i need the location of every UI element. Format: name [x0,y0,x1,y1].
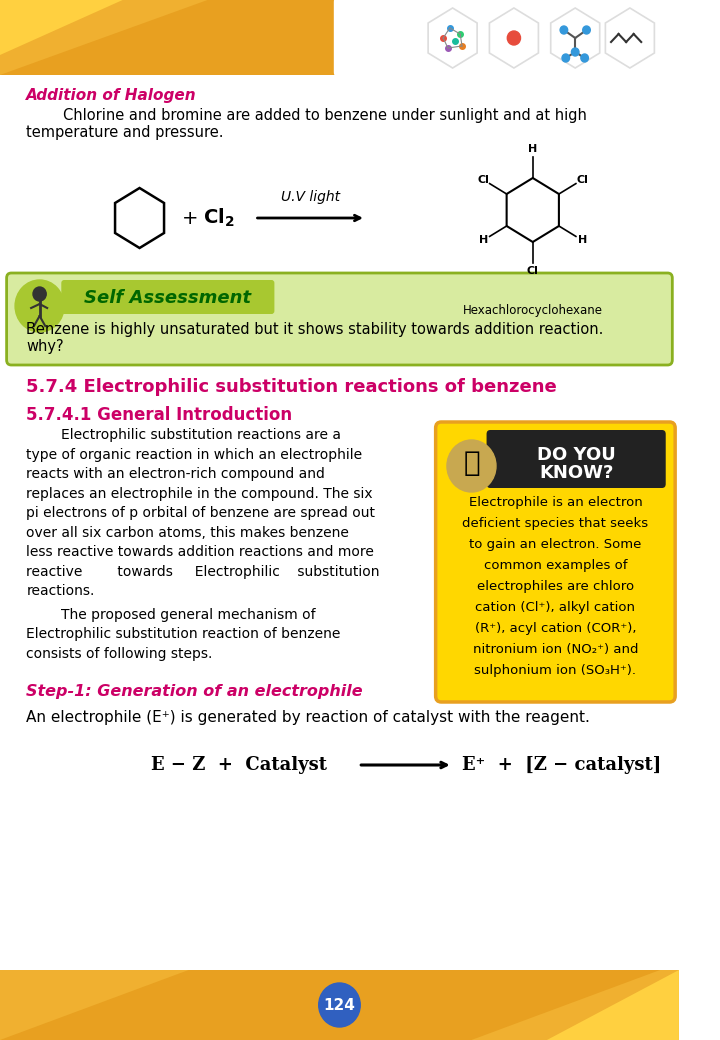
Text: 124: 124 [323,997,356,1013]
Text: Cl: Cl [527,265,539,276]
Polygon shape [0,0,122,55]
Text: reactions.: reactions. [27,584,95,598]
Text: H: H [577,235,587,245]
Text: The proposed general mechanism of: The proposed general mechanism of [27,607,316,622]
Text: deficient species that seeks: deficient species that seeks [462,517,649,530]
Text: (R⁺), acyl cation (COR⁺),: (R⁺), acyl cation (COR⁺), [474,622,636,635]
Text: An electrophile (E⁺) is generated by reaction of catalyst with the reagent.: An electrophile (E⁺) is generated by rea… [27,710,590,725]
Circle shape [562,54,570,62]
Polygon shape [551,8,600,68]
FancyBboxPatch shape [334,0,680,78]
Text: $\mathbf{Cl_2}$: $\mathbf{Cl_2}$ [203,207,234,229]
Polygon shape [0,970,679,1040]
Polygon shape [490,8,539,68]
Text: nitronium ion (NO₂⁺) and: nitronium ion (NO₂⁺) and [472,643,638,656]
FancyBboxPatch shape [61,280,274,314]
Polygon shape [0,0,207,75]
Text: why?: why? [27,339,64,354]
Text: H: H [479,235,488,245]
Text: less reactive towards addition reactions and more: less reactive towards addition reactions… [27,545,374,560]
Circle shape [572,48,579,56]
Text: H: H [528,145,537,154]
Polygon shape [547,970,679,1040]
Text: Hexachlorocyclohexane: Hexachlorocyclohexane [463,304,603,317]
Text: Cl: Cl [576,175,588,185]
FancyBboxPatch shape [6,274,672,365]
Circle shape [447,440,496,492]
Text: Chlorine and bromine are added to benzene under sunlight and at high: Chlorine and bromine are added to benzen… [27,108,588,123]
Text: electrophiles are chloro: electrophiles are chloro [477,580,634,593]
Circle shape [319,983,360,1028]
Polygon shape [606,8,654,68]
Text: Electrophilic substitution reaction of benzene: Electrophilic substitution reaction of b… [27,627,341,641]
Text: sulphonium ion (SO₃H⁺).: sulphonium ion (SO₃H⁺). [474,664,636,677]
Text: cation (Cl⁺), alkyl cation: cation (Cl⁺), alkyl cation [475,601,635,614]
Text: consists of following steps.: consists of following steps. [27,647,213,660]
Circle shape [508,31,521,45]
Text: DO YOU: DO YOU [537,446,616,464]
FancyBboxPatch shape [487,430,666,488]
Text: Electrophile is an electron: Electrophile is an electron [469,496,642,509]
Text: 5.7.4.1 General Introduction: 5.7.4.1 General Introduction [27,406,292,424]
Polygon shape [0,970,189,1040]
Text: KNOW?: KNOW? [539,464,613,482]
Text: over all six carbon atoms, this makes benzene: over all six carbon atoms, this makes be… [27,525,349,540]
Text: $+$: $+$ [181,208,197,228]
Circle shape [15,280,64,332]
FancyBboxPatch shape [0,0,679,1040]
Text: type of organic reaction in which an electrophile: type of organic reaction in which an ele… [27,447,363,462]
Text: common examples of: common examples of [484,560,627,572]
Text: to gain an electron. Some: to gain an electron. Some [469,538,642,551]
Text: 5.7.4 Electrophilic substitution reactions of benzene: 5.7.4 Electrophilic substitution reactio… [27,378,557,396]
Circle shape [560,26,567,34]
FancyBboxPatch shape [436,422,675,702]
Text: E − Z  +  Catalyst: E − Z + Catalyst [151,756,327,774]
Polygon shape [428,8,477,68]
Text: reactive        towards     Electrophilic    substitution: reactive towards Electrophilic substitut… [27,565,380,578]
Text: Step-1: Generation of an electrophile: Step-1: Generation of an electrophile [27,684,363,699]
Text: U.V light: U.V light [281,190,340,204]
Text: pi electrons of p orbital of benzene are spread out: pi electrons of p orbital of benzene are… [27,506,375,520]
Text: E⁺  +  [Z − catalyst]: E⁺ + [Z − catalyst] [462,756,661,774]
Text: Self Assessment: Self Assessment [84,289,251,307]
Text: temperature and pressure.: temperature and pressure. [27,125,224,140]
Circle shape [581,54,588,62]
Polygon shape [472,970,679,1040]
Text: 🙋: 🙋 [463,449,480,477]
Text: reacts with an electron-rich compound and: reacts with an electron-rich compound an… [27,467,325,482]
Text: Benzene is highly unsaturated but it shows stability towards addition reaction.: Benzene is highly unsaturated but it sho… [27,322,604,337]
Polygon shape [0,0,679,75]
Circle shape [582,26,590,34]
Text: Addition of Halogen: Addition of Halogen [27,88,197,103]
Text: replaces an electrophile in the compound. The six: replaces an electrophile in the compound… [27,487,373,500]
Text: Cl: Cl [477,175,489,185]
Circle shape [33,287,46,301]
Text: Electrophilic substitution reactions are a: Electrophilic substitution reactions are… [27,428,341,442]
